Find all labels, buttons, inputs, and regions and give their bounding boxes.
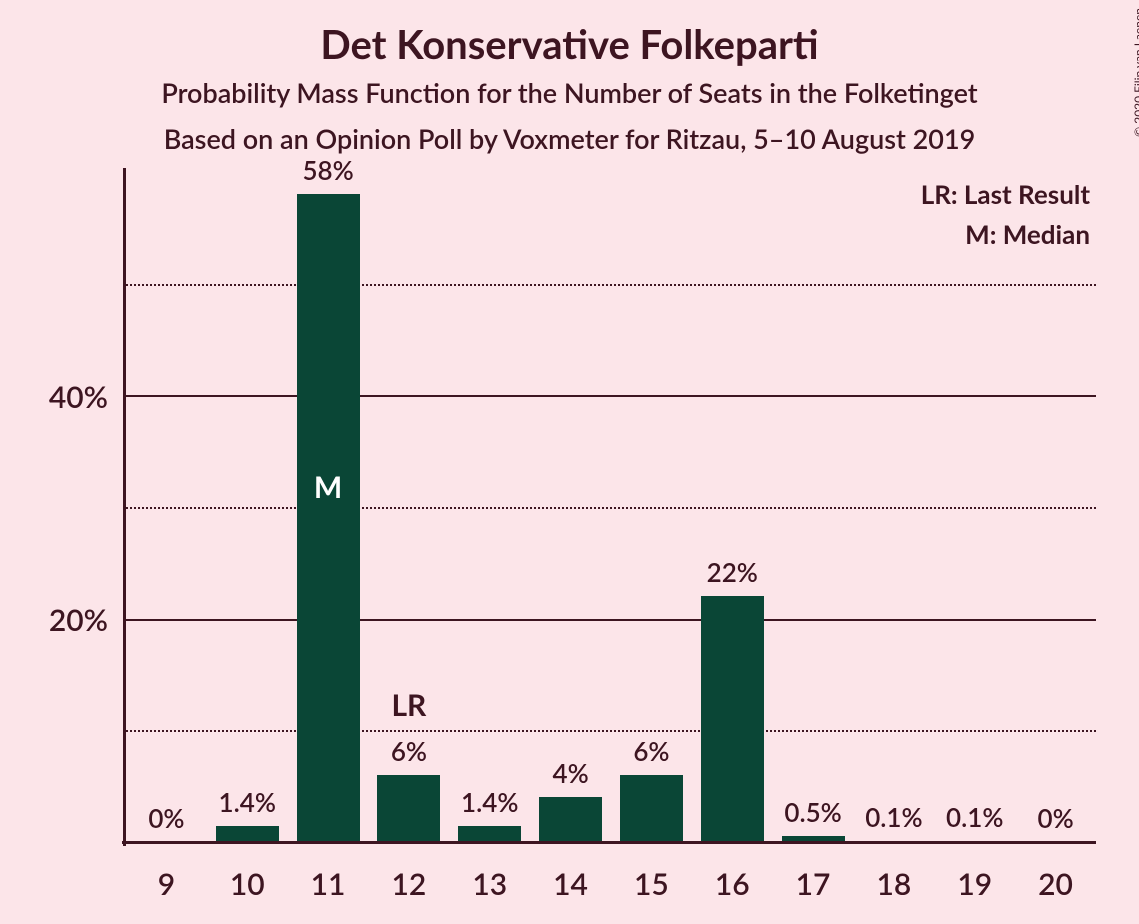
bar-value-label: 1.4% bbox=[207, 786, 288, 818]
y-tick-label: 20% bbox=[8, 602, 108, 638]
bar-value-label: 4% bbox=[530, 757, 611, 789]
grid-line-minor bbox=[126, 284, 1096, 286]
grid-line-minor bbox=[126, 730, 1096, 732]
bar bbox=[539, 797, 602, 842]
x-tick-label: 11 bbox=[288, 866, 369, 902]
chart-title: Det Konservative Folkeparti bbox=[0, 20, 1139, 68]
x-axis bbox=[122, 841, 1096, 844]
bar-annotation-above: LR bbox=[369, 687, 450, 723]
grid-line-major bbox=[126, 395, 1096, 397]
bar-value-label: 6% bbox=[369, 735, 450, 767]
grid-line-major bbox=[126, 619, 1096, 621]
x-tick-label: 12 bbox=[369, 866, 450, 902]
x-tick-label: 18 bbox=[854, 866, 935, 902]
x-tick-label: 15 bbox=[611, 866, 692, 902]
grid-line-minor bbox=[126, 507, 1096, 509]
bar bbox=[377, 775, 440, 842]
bar-value-label: 58% bbox=[288, 154, 369, 186]
bar-annotation-inside: M bbox=[297, 469, 360, 505]
x-tick-label: 14 bbox=[530, 866, 611, 902]
chart-subtitle-2: Based on an Opinion Poll by Voxmeter for… bbox=[0, 122, 1139, 155]
bar bbox=[297, 194, 360, 842]
chart-subtitle-1: Probability Mass Function for the Number… bbox=[0, 76, 1139, 109]
x-tick-label: 16 bbox=[692, 866, 773, 902]
x-tick-label: 19 bbox=[934, 866, 1015, 902]
bar-value-label: 6% bbox=[611, 735, 692, 767]
bar bbox=[458, 826, 521, 842]
bar-value-label: 0.1% bbox=[934, 801, 1015, 833]
bar-value-label: 22% bbox=[692, 556, 773, 588]
copyright-notice: © 2020 Filip van Laenen bbox=[1131, 8, 1139, 137]
bar bbox=[701, 596, 764, 842]
bar-value-label: 1.4% bbox=[449, 786, 530, 818]
plot-area: 20%40%0%91.4%1058%M116%LR121.4%134%146%1… bbox=[126, 172, 1096, 842]
bar-value-label: 0.5% bbox=[773, 796, 854, 828]
bar-value-label: 0% bbox=[126, 802, 207, 834]
x-tick-label: 10 bbox=[207, 866, 288, 902]
x-tick-label: 20 bbox=[1015, 866, 1096, 902]
x-tick-label: 17 bbox=[773, 866, 854, 902]
x-tick-label: 9 bbox=[126, 866, 207, 902]
bar-value-label: 0% bbox=[1015, 802, 1096, 834]
bar bbox=[620, 775, 683, 842]
pmf-bar-chart: Det Konservative Folkeparti Probability … bbox=[0, 0, 1139, 924]
y-axis bbox=[123, 168, 126, 846]
bar bbox=[216, 826, 279, 842]
y-tick-label: 40% bbox=[8, 379, 108, 415]
bar-value-label: 0.1% bbox=[854, 801, 935, 833]
x-tick-label: 13 bbox=[449, 866, 530, 902]
